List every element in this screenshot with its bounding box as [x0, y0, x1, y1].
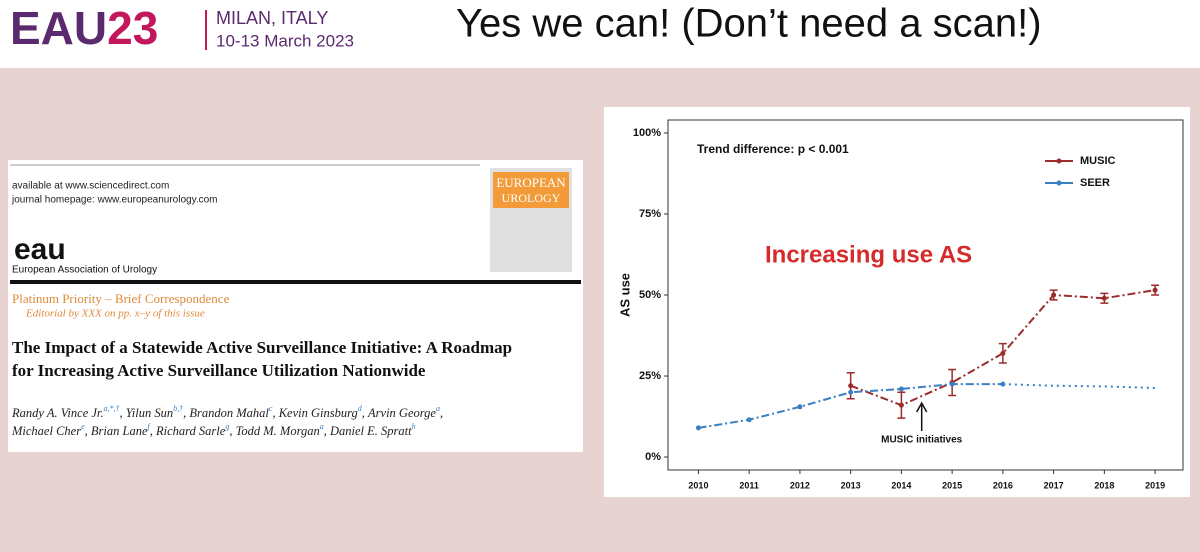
author-name: Arvin George	[367, 406, 436, 420]
point	[1000, 381, 1006, 387]
y-tick-label: 25%	[639, 370, 661, 382]
y-axis-label: AS use	[617, 273, 632, 317]
slide-title: Yes we can! (Don’t need a scan!)	[456, 2, 1042, 46]
chart-panel	[604, 107, 1190, 497]
x-tick-label: 2015	[942, 480, 962, 490]
author-sep: ,	[440, 406, 443, 420]
legend-dot	[1056, 158, 1062, 164]
society: European Association of Urology	[12, 265, 157, 276]
point	[1152, 287, 1158, 293]
author-name: Todd M. Morgan	[236, 424, 320, 438]
x-tick-label: 2014	[891, 480, 911, 490]
x-tick-label: 2011	[739, 480, 759, 490]
headline: Increasing use AS	[765, 241, 972, 268]
point	[1101, 295, 1107, 301]
kicker: Platinum Priority – Brief Correspondence	[12, 291, 230, 306]
x-tick-label: 2017	[1044, 480, 1064, 490]
author-name: Michael Cher	[11, 424, 81, 438]
author-sup: b,†	[173, 404, 184, 413]
author-sep: ,	[120, 406, 123, 420]
paper-line: available at www.sciencedirect.com	[12, 181, 169, 192]
header-bg	[0, 0, 1200, 68]
author-sep: ,	[183, 406, 186, 420]
point	[898, 386, 904, 392]
author-sup: g	[225, 422, 229, 431]
author-name: Richard Sarle	[155, 424, 226, 438]
point	[797, 404, 803, 410]
paper-line: journal homepage: www.europeanurology.co…	[11, 195, 218, 206]
brand-a: EAU	[10, 2, 107, 54]
author-sep: ,	[362, 406, 365, 420]
city: MILAN, ITALY	[216, 8, 328, 28]
author-sup: d	[358, 404, 363, 413]
paper-title: for Increasing Active Surveillance Utili…	[12, 361, 426, 380]
point	[1000, 350, 1006, 356]
y-tick-label: 50%	[639, 289, 661, 301]
author-sup: h	[412, 422, 416, 431]
cover-band	[493, 172, 569, 208]
chart: 0% 25% 50% 75% 100% 2010 2011 2012 2013 2014 2015 2…	[617, 127, 1165, 491]
y-tick-label: 0%	[645, 451, 661, 463]
y-tick-label: 100%	[633, 127, 661, 139]
authors: Randy A. Vince Jr.a,*,†, Yilun Sunb,†, B…	[11, 404, 443, 420]
authors: Michael Chere, Brian Lanef, Richard Sarl…	[11, 422, 416, 438]
projection-line	[1002, 383, 1156, 390]
point	[848, 389, 854, 395]
x-tick-label: 2012	[790, 480, 810, 490]
author-sup: a	[436, 404, 440, 413]
x-tick-label: 2013	[841, 480, 861, 490]
cover-title: UROLOGY	[502, 191, 561, 205]
point	[1051, 292, 1057, 298]
paper	[8, 160, 583, 452]
brand: EAU23	[10, 2, 158, 54]
author-sep: ,	[272, 406, 275, 420]
paper-title: The Impact of a Statewide Active Surveil…	[12, 338, 512, 357]
author-name: Randy A. Vince Jr.	[11, 406, 104, 420]
author-name: Brandon Mahal	[189, 406, 269, 420]
editorial: Editorial by XXX on pp. x–y of this issu…	[25, 308, 205, 320]
author-sep: ,	[324, 424, 327, 438]
author-sup: a,*,†	[104, 404, 121, 413]
author-sup: a	[320, 422, 324, 431]
author-name: Brian Lane	[91, 424, 148, 438]
legend-dot	[1056, 180, 1062, 186]
point	[898, 402, 904, 408]
dates: 10-13 March 2023	[216, 31, 354, 50]
author-sup: c	[269, 404, 273, 413]
author-name: Kevin Ginsburg	[278, 406, 358, 420]
x-tick-label: 2018	[1094, 480, 1114, 490]
point	[746, 417, 752, 423]
arrow-label: MUSIC initiatives	[881, 435, 963, 446]
logo: eau	[14, 233, 66, 266]
arrow-head	[916, 401, 928, 413]
legend-label: SEER	[1080, 177, 1110, 189]
point	[949, 381, 955, 387]
x-tick-label: 2016	[993, 480, 1013, 490]
author-sep: ,	[85, 424, 88, 438]
legend-label: MUSIC	[1080, 155, 1116, 167]
point	[848, 383, 854, 389]
brand-b: 23	[107, 2, 158, 54]
sep	[205, 10, 207, 50]
point	[695, 425, 701, 431]
rule	[10, 280, 581, 284]
author-sep: ,	[150, 424, 153, 438]
x-tick-label: 2019	[1145, 480, 1165, 490]
annotation: Trend difference: p < 0.001	[697, 142, 849, 156]
y-tick-label: 75%	[639, 208, 661, 220]
cover-title: EUROPEAN	[496, 175, 566, 190]
author-sup: e	[81, 422, 85, 431]
author-sup: f	[148, 422, 152, 431]
x-tick-label: 2010	[688, 480, 708, 490]
author-name: Daniel E. Spratt	[329, 424, 412, 438]
author-name: Yilun Sun	[126, 406, 173, 420]
author-sep: ,	[229, 424, 232, 438]
